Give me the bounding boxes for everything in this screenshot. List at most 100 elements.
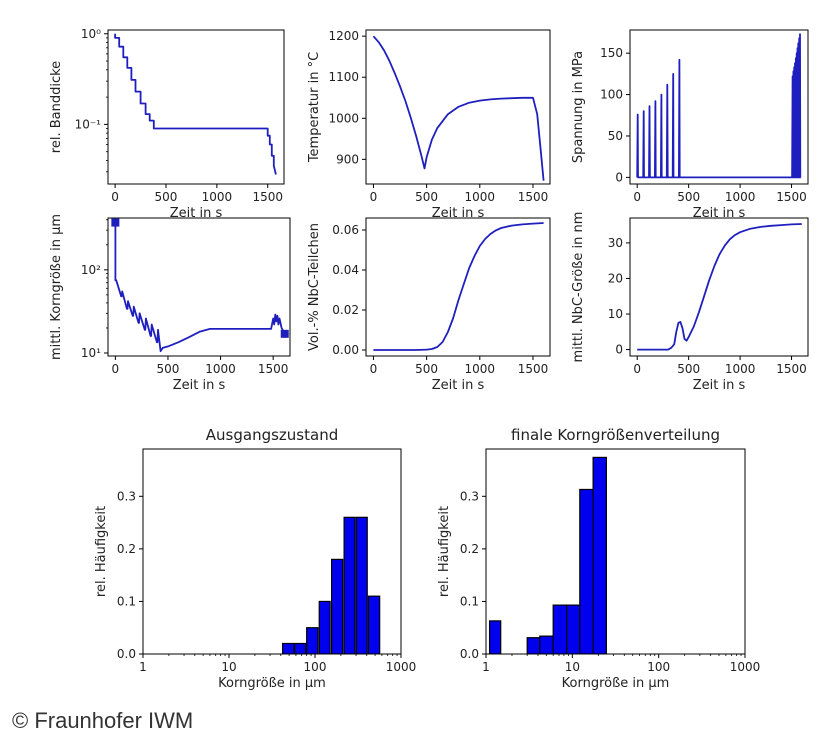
x-tick-label: 1000: [465, 362, 496, 376]
y-tick-label: 10⁰: [81, 27, 101, 41]
plot-area: [636, 33, 802, 179]
y-tick-label: 0.04: [332, 263, 359, 277]
bar: [331, 558, 344, 654]
plot-area: [372, 35, 545, 181]
bar: [294, 642, 307, 654]
x-tick-label: 1500: [258, 362, 289, 376]
chart-title: Ausgangszustand: [206, 426, 338, 444]
bar: [566, 604, 581, 654]
bar: [526, 637, 541, 654]
axes-frame: [142, 448, 402, 655]
bar: [488, 620, 502, 654]
x-axis-label: Zeit in s: [693, 206, 746, 221]
x-axis-label: Zeit in s: [432, 378, 485, 393]
y-tick-label: 0.2: [460, 542, 479, 556]
y-tick-label: 0: [615, 343, 623, 357]
x-tick-label: 10: [221, 660, 236, 674]
copyright-text: © Fraunhofer IWM: [12, 708, 194, 733]
bar: [343, 516, 356, 654]
y-tick-label: 1100: [328, 70, 359, 84]
plot-area: [114, 33, 277, 175]
x-axis-label: Zeit in s: [173, 378, 226, 393]
y-axis-label: Spannung in MPa: [571, 51, 586, 163]
bar: [539, 635, 554, 654]
y-tick-label: 150: [600, 46, 623, 60]
x-tick-label: 1000: [725, 190, 756, 204]
series-line: [372, 35, 545, 181]
chart-ausgangszustand: 1 10 100 1000 0.0 0.1 0.2 0.3 Korngröße in µm rel…: [94, 426, 416, 691]
x-tick-label: 10: [565, 660, 580, 674]
x-tick-label: 1000: [465, 190, 496, 204]
plot-area: [373, 222, 544, 351]
x-tick-label: 500: [157, 362, 180, 376]
y-tick-label: 1200: [328, 29, 359, 43]
x-tick-label: 1500: [518, 190, 549, 204]
x-tick-label: 0: [370, 362, 378, 376]
y-tick-label: 50: [608, 129, 623, 143]
axes-frame: [365, 217, 551, 357]
y-axis-label: rel. Häufigkeit: [94, 506, 109, 597]
y-tick-label: 0.00: [332, 343, 359, 357]
y-axis-label: mittl. NbC-Größe in nm: [571, 212, 586, 363]
axes-frame: [629, 29, 809, 185]
chart-nbc_groesse: 0 500 1000 1500 0 10 20 30 Zeit in s mittl. NbC-G…: [571, 212, 809, 393]
x-axis-label: Korngröße in µm: [562, 676, 670, 691]
x-tick-label: 500: [677, 362, 700, 376]
axes-frame: [365, 29, 551, 185]
chart-nbc_teilchen: 0 500 1000 1500 0.00 0.02 0.04 0.06 Zeit in s Vol…: [307, 217, 551, 393]
bar: [281, 642, 295, 654]
x-tick-label: 500: [415, 362, 438, 376]
x-tick-label: 1: [139, 660, 147, 674]
y-axis-label: Vol.-% NbC-Teilchen: [307, 223, 322, 351]
y-tick-label: 10⁻¹: [75, 117, 102, 131]
x-axis-label: Zeit in s: [170, 206, 223, 221]
x-tick-label: 1000: [202, 190, 233, 204]
x-tick-label: 1500: [776, 362, 807, 376]
y-tick-label: 30: [608, 236, 623, 250]
bar: [318, 600, 331, 654]
chart-korngroesse: 0 500 1000 1500 10¹ 10² Zeit in s mittl. Korngr…: [49, 214, 291, 393]
bar: [355, 516, 368, 654]
axes-frame: [107, 29, 285, 185]
chart-finale_verteilung: 1 10 100 1000 0.0 0.1 0.2 0.3 Korngröße in µm rel…: [437, 426, 760, 691]
x-tick-label: 500: [415, 190, 438, 204]
y-tick-label: 0.3: [460, 489, 479, 503]
x-tick-label: 1500: [518, 362, 549, 376]
chart-title: finale Korngrößenverteilung: [511, 426, 720, 444]
x-tick-label: 1: [482, 660, 490, 674]
x-tick-label: 1500: [252, 190, 283, 204]
chart-spannung: 0 500 1000 1500 0 50 100 150 Zeit in s Spannung i…: [571, 29, 809, 221]
series-line: [114, 33, 277, 175]
y-tick-label: 0: [615, 170, 623, 184]
axes-frame: [107, 217, 291, 357]
series-line: [637, 223, 802, 351]
y-tick-label: 0.3: [117, 489, 136, 503]
x-tick-label: 1000: [386, 660, 417, 674]
plot-area: [281, 516, 381, 654]
axes-frame: [629, 217, 809, 357]
series-marker: [280, 329, 289, 338]
bar: [552, 604, 568, 654]
axes-frame: [485, 448, 746, 655]
y-tick-label: 0.0: [460, 647, 479, 661]
x-tick-label: 0: [370, 190, 378, 204]
series-line: [636, 33, 802, 179]
y-axis-label: Temperatur in °C: [307, 52, 322, 163]
x-tick-label: 500: [155, 190, 178, 204]
x-tick-label: 1000: [730, 660, 761, 674]
bar: [367, 595, 381, 654]
x-tick-label: 500: [677, 190, 700, 204]
chart-banddicke: 0 500 1000 1500 10⁻¹ 10⁰ Zeit in s rel. Banddic…: [49, 27, 285, 221]
x-axis-label: Korngröße in µm: [218, 676, 326, 691]
plot-area: [637, 223, 802, 351]
y-tick-label: 0.06: [332, 223, 359, 237]
plot-area: [488, 456, 607, 654]
series-line: [114, 222, 287, 353]
bar: [592, 456, 607, 654]
y-tick-label: 100: [600, 88, 623, 102]
series-line: [373, 222, 544, 351]
y-tick-label: 1000: [328, 111, 359, 125]
y-tick-label: 10¹: [81, 346, 101, 360]
x-tick-label: 0: [111, 190, 119, 204]
